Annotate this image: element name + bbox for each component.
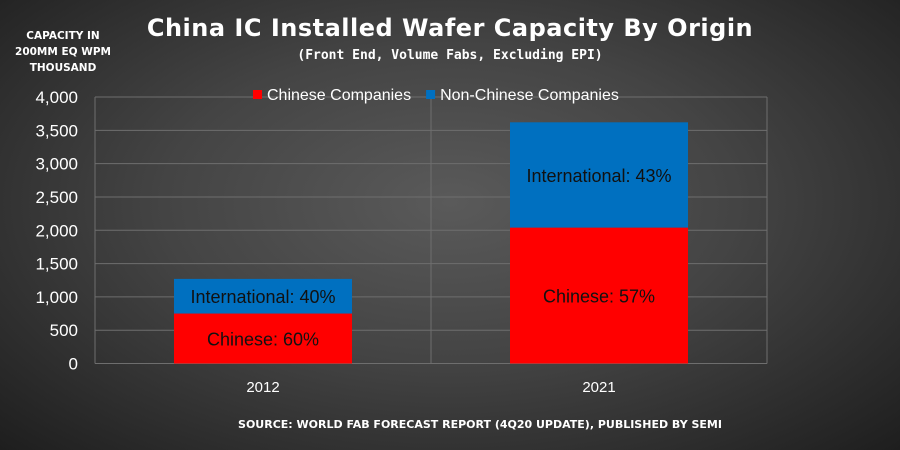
bar-segment: [174, 278, 352, 314]
bar-segment: [174, 313, 352, 364]
legend-entry: Non-Chinese Companies: [440, 87, 619, 104]
x-tick-label: 2021: [582, 379, 615, 396]
data-label: Chinese: 57%: [543, 287, 655, 307]
legend-swatch: [253, 90, 262, 99]
data-label: International: 40%: [190, 287, 335, 307]
y-tick-label: 3,500: [35, 121, 78, 140]
y-tick-label: 1,000: [35, 288, 78, 307]
y-axis-label: CAPACITY IN 200MM EQ WPM THOUSAND: [15, 30, 111, 74]
chart-title: China IC Installed Wafer Capacity By Ori…: [146, 14, 754, 42]
bar-segment: [510, 227, 688, 364]
legend-entry: Chinese Companies: [267, 87, 411, 104]
x-tick-label: 2012: [246, 379, 279, 396]
data-label: Chinese: 60%: [207, 330, 319, 350]
bar-segment: [510, 122, 688, 228]
legend-swatch: [426, 90, 436, 99]
source-note: SOURCE: WORLD FAB FORECAST REPORT (4Q20 …: [238, 418, 722, 431]
y-tick-label: 3,000: [35, 155, 78, 174]
y-tick-label: 2,000: [35, 221, 78, 240]
y-tick-label: 0: [69, 355, 78, 374]
y-tick-label: 2,500: [35, 188, 78, 207]
chart-subtitle: (Front End, Volume Fabs, Excluding EPI): [297, 48, 603, 63]
y-tick-label: 500: [50, 321, 78, 340]
data-label: International: 43%: [526, 166, 671, 186]
y-tick-label: 1,500: [35, 255, 78, 274]
y-tick-label: 4,000: [35, 88, 78, 107]
